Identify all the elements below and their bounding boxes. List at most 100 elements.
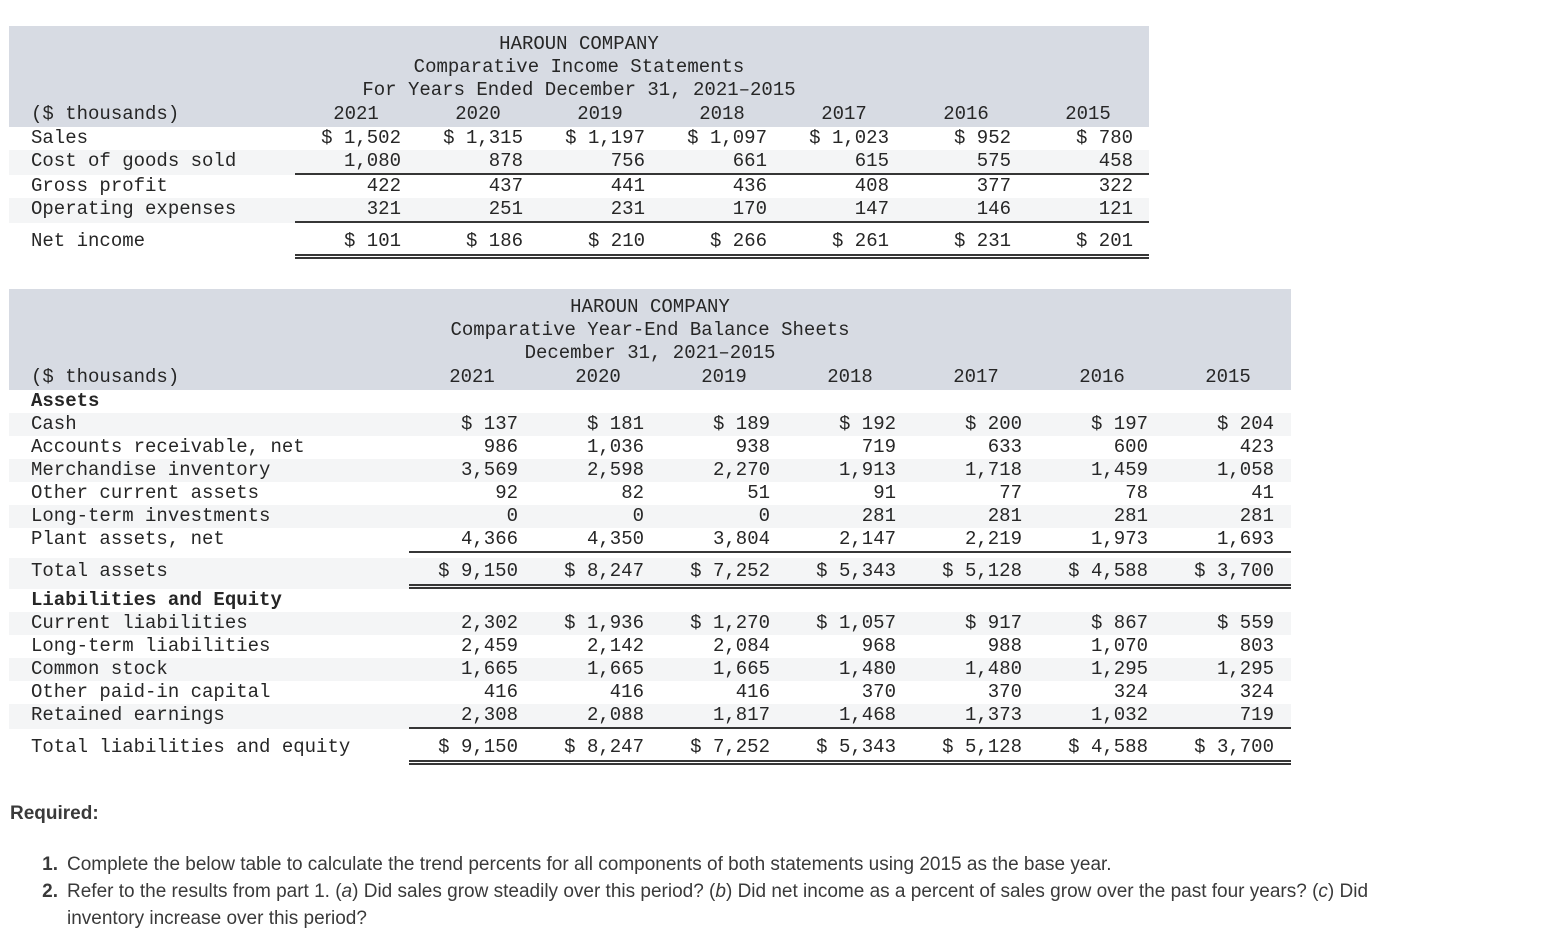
value-cell: $ 204 xyxy=(1216,413,1274,435)
value-cell: 92 xyxy=(495,482,518,504)
row-label: Operating expenses xyxy=(31,198,237,220)
table-header: HAROUN COMPANY Comparative Year-End Balan… xyxy=(9,289,1291,390)
table-row: Net income $ 101 $ 186 $ 210 $ 266 $ 261 $ 231… xyxy=(9,228,1149,259)
table-row: Long-term investments 0 0 0 281 281 281 281 xyxy=(9,505,1291,528)
value-cell: 2,147 xyxy=(787,528,913,553)
requirement-number: 2. xyxy=(42,881,58,902)
year-column-header: 2017 xyxy=(821,103,867,125)
value-cell: $ 1,315 xyxy=(443,127,523,149)
value-cell: 1,480 xyxy=(838,658,896,680)
value-cell: $ 5,128 xyxy=(913,558,1039,589)
value-cell: $ 231 xyxy=(905,228,1027,259)
value-cell: $ 1,057 xyxy=(816,612,896,634)
year-column-header: 2019 xyxy=(701,366,747,388)
row-label: Cash xyxy=(31,413,77,435)
value-cell: 4,366 xyxy=(409,528,535,553)
value-cell: $ 867 xyxy=(1090,612,1148,634)
text-part: Refer to the results from part 1. ( xyxy=(67,881,342,902)
value-cell: 986 xyxy=(483,436,518,458)
value-cell: 1,295 xyxy=(1216,658,1274,680)
value-cell: 600 xyxy=(1113,436,1148,458)
value-cell: $ 917 xyxy=(964,612,1022,634)
italic-letter: b xyxy=(715,881,726,902)
table-row: Operating expenses 321 251 231 170 147 146 121 xyxy=(9,198,1149,223)
value-cell: 170 xyxy=(661,198,783,223)
value-cell: 2,088 xyxy=(535,704,661,729)
text-part: ) Did inventory increase over this perio… xyxy=(67,881,1369,929)
page: HAROUN COMPANY Comparative Income Stateme… xyxy=(0,26,1568,932)
value-cell: 1,373 xyxy=(913,704,1039,729)
row-label: Net income xyxy=(31,230,146,252)
italic-letter: a xyxy=(341,881,353,902)
value-cell: 1,459 xyxy=(1090,459,1148,481)
unit-label: ($ thousands) xyxy=(31,103,180,125)
value-cell: 1,665 xyxy=(712,658,770,680)
value-cell: $ 3,700 xyxy=(1165,734,1291,765)
value-cell: 0 xyxy=(632,505,644,527)
table-row: Cash $ 137 $ 181 $ 189 $ 192 $ 200 $ 197 $ 204 xyxy=(9,413,1291,436)
row-label: Long-term liabilities xyxy=(31,635,271,657)
text-part: Complete the below table to calculate th… xyxy=(67,854,1112,875)
value-cell: 2,459 xyxy=(460,635,518,657)
requirement-text: Refer to the results from part 1. (a) Di… xyxy=(67,878,1387,932)
value-cell: 938 xyxy=(735,436,770,458)
table-row: Gross profit 422 437 441 436 408 377 322 xyxy=(9,175,1149,198)
value-cell: 719 xyxy=(861,436,896,458)
value-cell: $ 559 xyxy=(1216,612,1274,634)
value-cell: 416 xyxy=(735,681,770,703)
unit-label: ($ thousands) xyxy=(31,366,180,388)
value-cell: 422 xyxy=(366,175,401,197)
requirement-number: 1. xyxy=(42,854,58,875)
table-title-line: Comparative Income Statements xyxy=(413,56,745,78)
table-row: Sales $ 1,502 $ 1,315 $ 1,197 $ 1,097 $ 1,023… xyxy=(9,127,1149,150)
value-cell: 719 xyxy=(1165,704,1291,729)
value-cell: 968 xyxy=(861,635,896,657)
value-cell: 1,036 xyxy=(586,436,644,458)
value-cell: 4,350 xyxy=(535,528,661,553)
table-row: Plant assets, net 4,366 4,350 3,804 2,147 2,2… xyxy=(9,528,1291,553)
section-row: Assets xyxy=(9,390,1291,413)
column-header-row: ($ thousands) 2021 2020 2019 2018 2017 2016 201… xyxy=(9,365,1291,390)
table-row: Total liabilities and equity $ 9,150 $ 8,2… xyxy=(9,734,1291,765)
table-row: Common stock 1,665 1,665 1,665 1,480 1,480 1,2… xyxy=(9,658,1291,681)
value-cell: $ 186 xyxy=(417,228,539,259)
year-column-header: 2019 xyxy=(577,103,623,125)
value-cell: 661 xyxy=(661,150,783,175)
table-row: Other current assets 92 82 51 91 77 78 41 xyxy=(9,482,1291,505)
value-cell: 121 xyxy=(1027,198,1149,223)
year-column-header: 2018 xyxy=(827,366,873,388)
value-cell: 416 xyxy=(483,681,518,703)
table-row: Cost of goods sold 1,080 878 756 661 615 575 45… xyxy=(9,150,1149,175)
value-cell: 1,718 xyxy=(964,459,1022,481)
value-cell: $ 1,023 xyxy=(809,127,889,149)
table-header: HAROUN COMPANY Comparative Income Stateme… xyxy=(9,26,1149,127)
value-cell: 1,070 xyxy=(1090,635,1148,657)
year-column-header: 2015 xyxy=(1205,366,1251,388)
row-label: Retained earnings xyxy=(31,704,225,726)
row-label: Sales xyxy=(31,127,89,149)
table-row: Accounts receivable, net 986 1,036 938 719 63… xyxy=(9,436,1291,459)
value-cell: 575 xyxy=(905,150,1027,175)
value-cell: 437 xyxy=(488,175,523,197)
value-cell: $ 952 xyxy=(953,127,1011,149)
value-cell: $ 261 xyxy=(783,228,905,259)
value-cell: $ 189 xyxy=(712,413,770,435)
year-column-header: 2020 xyxy=(575,366,621,388)
value-cell: 51 xyxy=(747,482,770,504)
row-label: Common stock xyxy=(31,658,168,680)
value-cell: 281 xyxy=(1239,505,1274,527)
value-cell: 633 xyxy=(987,436,1022,458)
table-body: Assets Cash $ 137 $ 181 $ 189 $ 192 $ 200 $ 197… xyxy=(9,390,1291,765)
year-column-header: 2018 xyxy=(699,103,745,125)
value-cell: $ 5,128 xyxy=(913,734,1039,765)
value-cell: 77 xyxy=(999,482,1022,504)
value-cell: $ 5,343 xyxy=(787,734,913,765)
year-column-header: 2016 xyxy=(1079,366,1125,388)
value-cell: 3,569 xyxy=(460,459,518,481)
row-label: Other current assets xyxy=(31,482,260,504)
requirement-text: Complete the below table to calculate th… xyxy=(67,851,1112,878)
value-cell: $ 1,502 xyxy=(321,127,401,149)
italic-letter: c xyxy=(1318,881,1328,902)
value-cell: 1,665 xyxy=(586,658,644,680)
value-cell: 0 xyxy=(506,505,518,527)
